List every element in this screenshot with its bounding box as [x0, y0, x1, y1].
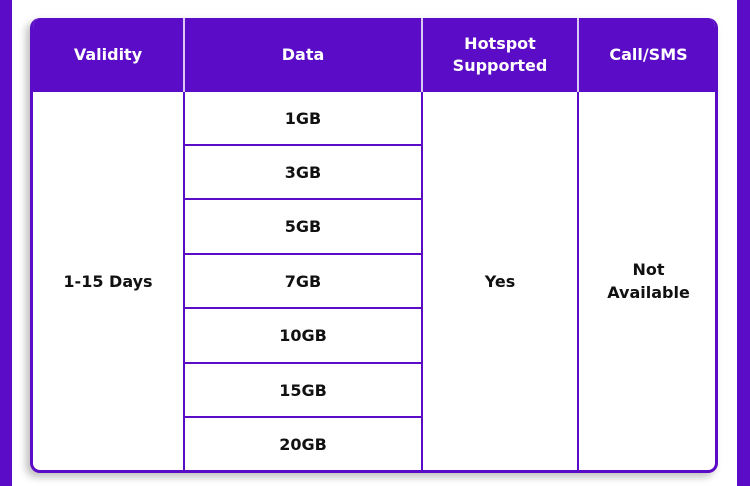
header-divider [183, 18, 185, 92]
header-data: Data [281, 45, 325, 64]
left-accent-bar [0, 0, 12, 486]
table-header: Validity Data Hotspot Supported Call/SMS [33, 18, 715, 92]
data-cell: 10GB [185, 309, 421, 364]
column-divider [421, 92, 423, 470]
hotspot-cell: Yes [484, 271, 516, 291]
column-divider [183, 92, 185, 470]
data-cell: 20GB [279, 434, 327, 454]
header-call-sms: Call/SMS [609, 45, 688, 64]
data-cell: 5GB [185, 200, 421, 255]
call-sms-cell: Not Available [607, 260, 690, 302]
data-cell: 15GB [185, 364, 421, 418]
right-accent-bar [737, 0, 750, 486]
header-divider [577, 18, 579, 92]
validity-cell: 1-15 Days [63, 271, 153, 291]
header-divider [421, 18, 423, 92]
data-cell: 1GB [185, 92, 421, 146]
header-validity: Validity [73, 45, 143, 64]
data-cell: 3GB [185, 146, 421, 200]
column-divider [577, 92, 579, 470]
data-cell: 7GB [185, 255, 421, 309]
plan-table: Validity Data Hotspot Supported Call/SMS… [30, 18, 718, 473]
header-hotspot: Hotspot Supported [452, 34, 548, 75]
